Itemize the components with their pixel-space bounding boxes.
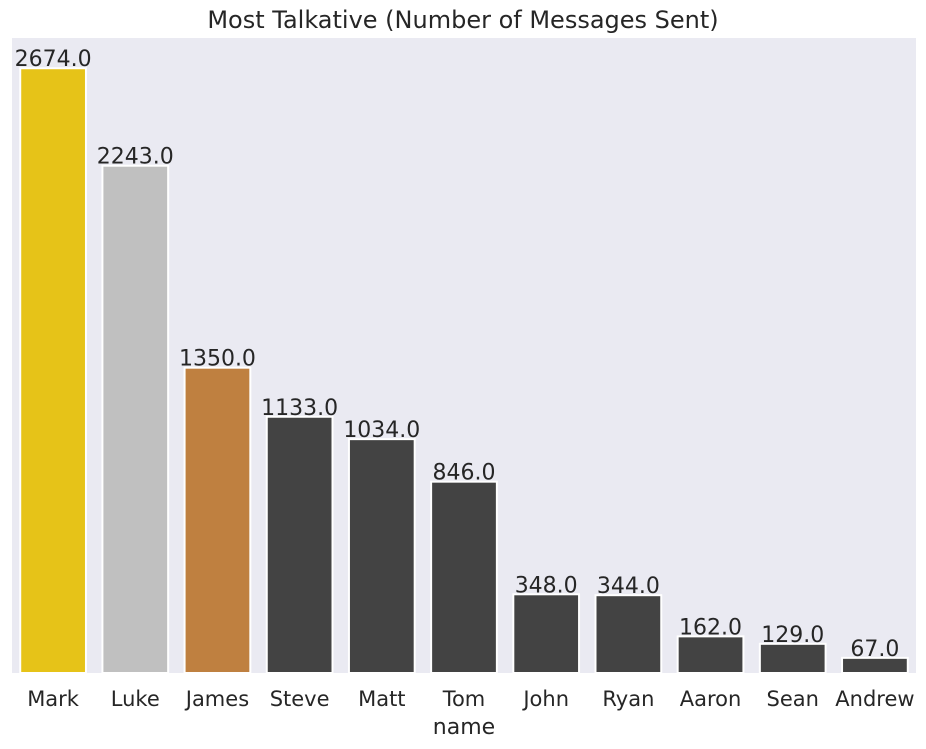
value-label-ryan: 344.0	[597, 574, 660, 599]
value-label-sean: 129.0	[761, 623, 824, 648]
bars-group	[19, 67, 909, 675]
x-tick-label-steve: Steve	[270, 687, 330, 711]
x-tick-label-aaron: Aaron	[680, 687, 742, 711]
x-tick-label-mark: Mark	[27, 687, 80, 711]
x-tick-label-matt: Matt	[358, 687, 405, 711]
x-tick-label-sean: Sean	[767, 687, 819, 711]
bar-steve	[265, 415, 334, 674]
value-label-matt: 1034.0	[343, 418, 420, 443]
value-label-aaron: 162.0	[679, 615, 742, 640]
x-axis-label: name	[433, 715, 495, 740]
x-tick-label-tom: Tom	[442, 687, 486, 711]
value-label-james: 1350.0	[179, 347, 256, 372]
bar-matt	[347, 438, 416, 674]
x-tick-label-andrew: Andrew	[835, 687, 914, 711]
value-label-andrew: 67.0	[850, 637, 899, 662]
value-label-luke: 2243.0	[97, 145, 174, 170]
bar-aaron	[676, 635, 745, 674]
value-label-mark: 2674.0	[15, 47, 92, 72]
bar-andrew	[841, 656, 909, 675]
value-label-steve: 1133.0	[261, 396, 338, 421]
bar-james	[183, 366, 252, 674]
bar-john	[512, 593, 581, 674]
x-tick-label-james: James	[184, 687, 249, 711]
bar-luke	[101, 164, 170, 674]
bar-tom	[430, 480, 498, 675]
x-tick-label-luke: Luke	[111, 687, 160, 711]
chart-title: Most Talkative (Number of Messages Sent)	[207, 6, 719, 34]
bar-sean	[758, 642, 827, 675]
bar-ryan	[594, 594, 663, 674]
bar-mark	[19, 67, 87, 674]
value-label-tom: 846.0	[433, 461, 496, 486]
value-label-john: 348.0	[515, 573, 578, 598]
x-tick-labels-group: Mark Luke James Steve Matt Tom John Ryan Aaron Se…	[27, 687, 914, 711]
x-tick-label-john: John	[521, 687, 569, 711]
x-tick-label-ryan: Ryan	[602, 687, 654, 711]
